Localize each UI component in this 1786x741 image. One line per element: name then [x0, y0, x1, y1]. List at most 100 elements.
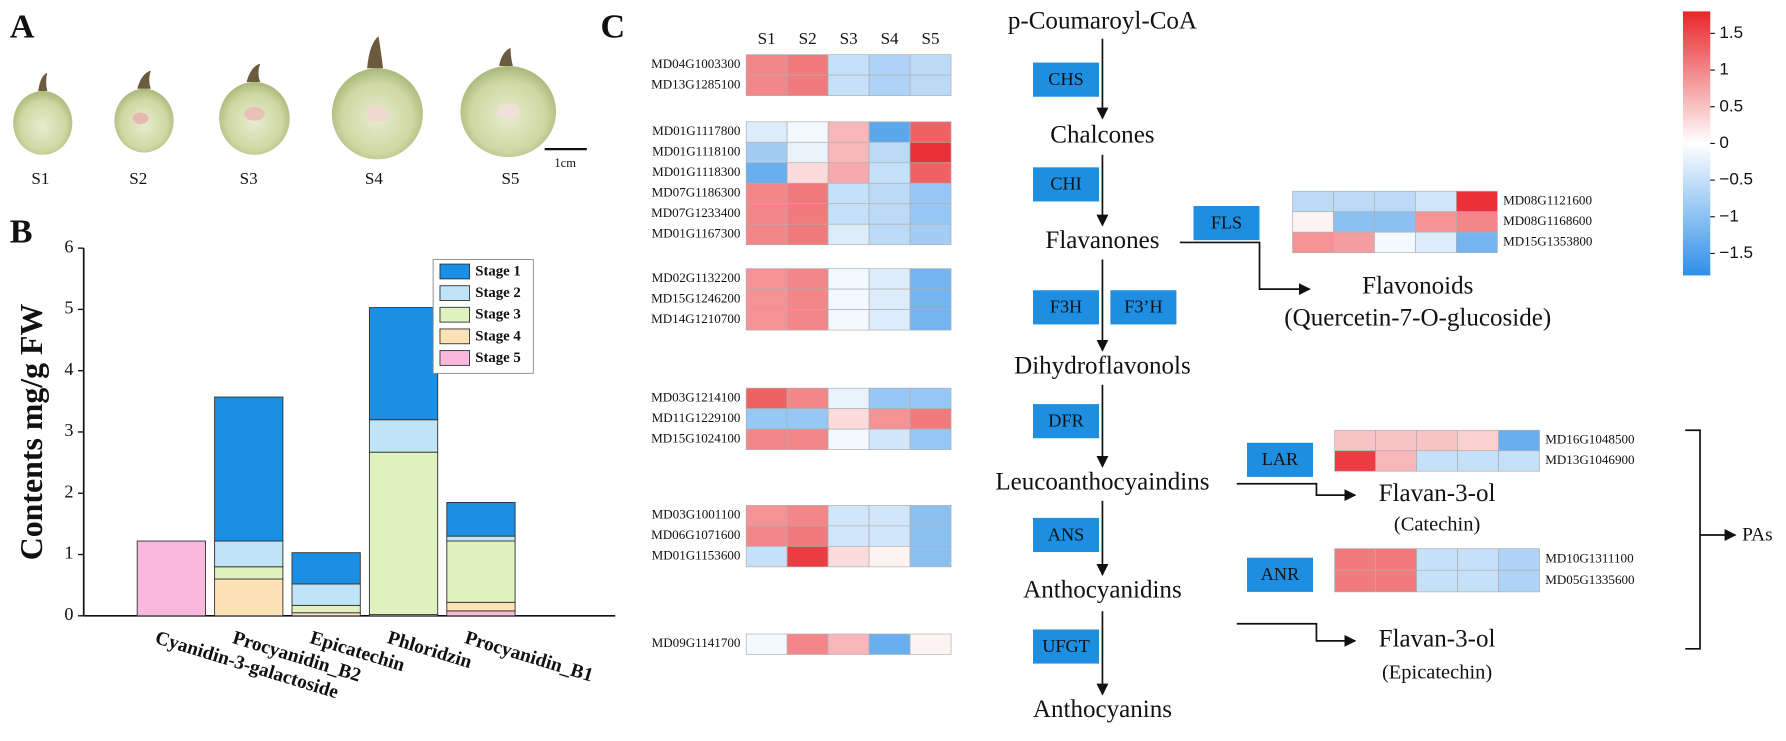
enzyme-label: LAR	[1262, 449, 1299, 469]
heatmap-cell	[786, 54, 829, 76]
legend-label: Stage 4	[475, 328, 521, 344]
stem	[38, 72, 48, 92]
gene-label: MD10G1311100	[1545, 550, 1634, 565]
core	[496, 103, 520, 120]
heatmap-cell	[1333, 231, 1375, 254]
heatmap-cell	[786, 428, 829, 450]
enzyme-label: UFGT	[1042, 636, 1090, 656]
enzyme-box	[1033, 629, 1100, 664]
heatmap-cell	[786, 387, 829, 409]
pathway-arrows	[1096, 38, 1737, 696]
compound: Leucoanthocyaindins	[995, 469, 1209, 496]
heatmap-cell	[786, 182, 829, 205]
heatmap-cell	[827, 223, 870, 246]
heatmap-cell	[868, 546, 911, 568]
gene-label: MD01G1153600	[652, 548, 741, 563]
gene-label: MD01G1167300	[652, 225, 741, 240]
legend-swatch	[439, 328, 471, 345]
heatmap-cell	[909, 54, 952, 76]
product: Flavonoids	[1362, 273, 1473, 300]
column-label: S1	[758, 29, 776, 48]
enzyme-label: F3H	[1050, 297, 1082, 317]
heatmap-cell	[1498, 548, 1540, 571]
bar-segment	[368, 307, 439, 421]
heatmap-cell	[827, 121, 870, 143]
heatmap-cell	[745, 428, 788, 450]
heatmap-cell	[745, 525, 788, 547]
heatmap-cell	[1457, 548, 1499, 571]
heatmap-cell	[786, 162, 829, 184]
heatmap-cell	[1292, 190, 1334, 213]
heatmap-cell	[1375, 450, 1417, 472]
heatmap-cell	[827, 633, 870, 655]
heatmap-cell	[909, 203, 952, 225]
heatmap-cell	[1416, 429, 1458, 452]
heatmap-cell	[1415, 211, 1457, 233]
gene-label: MD07G1233400	[651, 205, 741, 220]
column-label: S4	[881, 29, 899, 48]
arrow	[1236, 482, 1357, 502]
y-tick-label: 5	[64, 298, 73, 318]
colorbar-tick-label: 1.5	[1719, 23, 1743, 42]
heatmap-cell	[786, 633, 829, 655]
bar-segment	[291, 583, 361, 606]
heatmap-cell	[868, 387, 911, 409]
heatmap-cell	[745, 309, 788, 331]
heatmap-cell	[868, 162, 911, 184]
product: Flavan-3-ol	[1379, 626, 1496, 653]
heatmap-cell	[909, 74, 952, 96]
bar-segment	[214, 396, 284, 542]
enzyme-box	[1033, 290, 1100, 325]
stage-label: S4	[365, 169, 383, 188]
heatmap-cell	[909, 387, 952, 409]
bar-segment	[446, 610, 516, 617]
heatmap-cell	[868, 309, 911, 331]
gene-label: MD07G1186300	[652, 185, 741, 200]
gene-label: MD01G1118300	[652, 164, 741, 179]
heatmap-cell	[1457, 429, 1499, 452]
legend-label: Stage 3	[475, 307, 521, 323]
heatmap-cell	[909, 182, 952, 205]
heatmap-cell	[745, 223, 788, 246]
heatmap-cell	[827, 162, 870, 184]
column-label: S5	[922, 29, 940, 48]
heatmap-cell	[909, 288, 952, 310]
heatmap-cell	[1333, 190, 1375, 213]
heatmap-cell	[1334, 429, 1376, 452]
heatmap-cell	[909, 223, 952, 246]
gene-label: MD15G1353800	[1503, 233, 1593, 248]
enzyme-label: DFR	[1048, 410, 1084, 430]
heatmap-cell	[1498, 450, 1540, 472]
x-tick-label: Procyanidin_B1	[462, 628, 595, 687]
heatmap-cell	[827, 546, 870, 568]
y-tick-label: 6	[64, 236, 73, 256]
gene-label: MD06G1071600	[651, 527, 741, 542]
heatmap-cell	[745, 505, 788, 527]
heatmap-cell	[868, 428, 911, 450]
heatmap-cell	[909, 525, 952, 547]
legend-label: Stage 2	[475, 285, 521, 301]
legend-label: Stage 1	[475, 263, 521, 279]
heatmap-cell	[1334, 548, 1376, 571]
heatmap-cell	[786, 408, 829, 430]
heatmap-cell	[868, 505, 911, 527]
heatmap-cell	[827, 182, 870, 205]
heatmap-cell	[786, 223, 829, 246]
heatmap-cell	[745, 633, 788, 655]
compound: Anthocyanins	[1033, 696, 1172, 723]
heatmap-cell	[745, 268, 788, 290]
heatmap-cell	[1456, 211, 1498, 233]
heatmap-cell	[745, 546, 788, 568]
gene-label: MD13G1046900	[1545, 452, 1635, 467]
heatmap-cell	[909, 505, 952, 527]
heatmap-cell	[909, 121, 952, 143]
product: (Quercetin-7-O-glucoside)	[1284, 305, 1551, 332]
gene-label: MD03G1214100	[651, 389, 741, 404]
heatmap-cell	[868, 203, 911, 225]
legend-label: Stage 5	[475, 350, 521, 366]
stage-label: S2	[129, 169, 147, 188]
panel-label: C	[600, 8, 625, 45]
gene-label: MD15G1246200	[651, 290, 741, 305]
heatmap-cell	[868, 408, 911, 430]
heatmap-cell	[745, 288, 788, 310]
